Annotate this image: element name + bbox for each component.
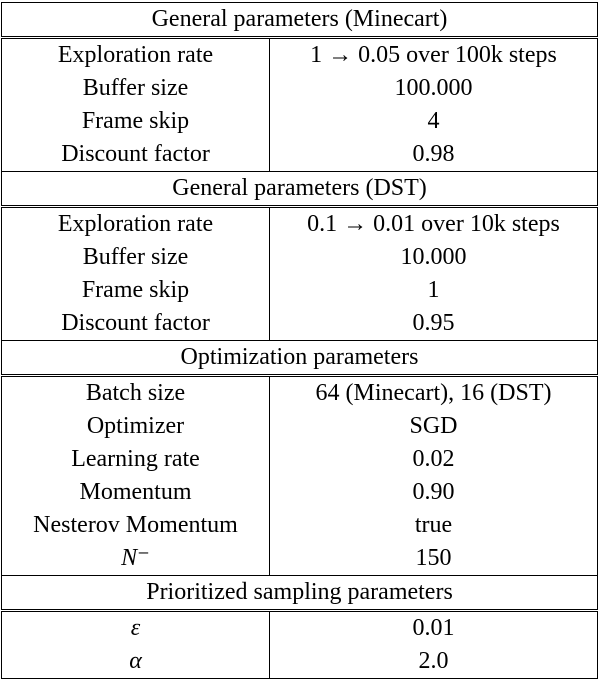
param-name: Exploration rate	[1, 37, 270, 72]
param-name: N⁻	[1, 542, 270, 576]
section-title: General parameters (Minecart)	[0, 2, 598, 39]
param-name: α	[1, 645, 270, 679]
param-name: Discount factor	[1, 307, 270, 341]
param-value: 0.95	[268, 307, 598, 341]
param-name: Buffer size	[1, 72, 270, 105]
section-title: Optimization parameters	[0, 340, 598, 377]
param-value: 0.02	[268, 443, 598, 476]
param-value: 2.0	[268, 645, 598, 679]
param-value: SGD	[268, 410, 598, 443]
table-row: Discount factor 0.98	[1, 138, 598, 172]
table-row: Momentum 0.90	[1, 476, 598, 509]
param-value: 64 (Minecart), 16 (DST)	[268, 375, 598, 410]
param-name: Frame skip	[1, 274, 270, 307]
param-name: Nesterov Momentum	[1, 509, 270, 542]
table-row: Exploration rate 1 → 0.05 over 100k step…	[1, 37, 598, 72]
param-value: 0.01	[268, 610, 598, 645]
section-header-minecart: General parameters (Minecart)	[0, 2, 598, 39]
table-row: Batch size 64 (Minecart), 16 (DST)	[1, 375, 598, 410]
param-name: Momentum	[1, 476, 270, 509]
param-name: ε	[1, 610, 270, 645]
param-name: Batch size	[1, 375, 270, 410]
table-row: Buffer size 10.000	[1, 241, 598, 274]
param-value: 0.90	[268, 476, 598, 509]
param-name: Optimizer	[1, 410, 270, 443]
table-row: α 2.0	[1, 645, 598, 679]
param-name: Buffer size	[1, 241, 270, 274]
section-title: General parameters (DST)	[0, 171, 598, 208]
section-header-dst: General parameters (DST)	[0, 171, 598, 208]
table-row: Learning rate 0.02	[1, 443, 598, 476]
param-name: Exploration rate	[1, 206, 270, 241]
param-value: 10.000	[268, 241, 598, 274]
table-row: Exploration rate 0.1 → 0.01 over 10k ste…	[1, 206, 598, 241]
param-name: Learning rate	[1, 443, 270, 476]
param-value: true	[268, 509, 598, 542]
table-row: Frame skip 4	[1, 105, 598, 138]
param-value: 100.000	[268, 72, 598, 105]
table-row: Optimizer SGD	[1, 410, 598, 443]
param-name: Discount factor	[1, 138, 270, 172]
section-header-optimization: Optimization parameters	[0, 340, 598, 377]
param-value: 0.1 → 0.01 over 10k steps	[268, 206, 598, 241]
param-value: 4	[268, 105, 598, 138]
table-row: Nesterov Momentum true	[1, 509, 598, 542]
section-header-prioritized-sampling: Prioritized sampling parameters	[0, 575, 598, 612]
table-row: Buffer size 100.000	[1, 72, 598, 105]
param-value: 1	[268, 274, 598, 307]
param-value: 0.98	[268, 138, 598, 172]
table-row: ε 0.01	[1, 610, 598, 645]
section-title: Prioritized sampling parameters	[0, 575, 598, 612]
table-row: N⁻ 150	[1, 542, 598, 576]
param-value: 1 → 0.05 over 100k steps	[268, 37, 598, 72]
param-value: 150	[268, 542, 598, 576]
param-name: Frame skip	[1, 105, 270, 138]
table-row: Discount factor 0.95	[1, 307, 598, 341]
table-row: Frame skip 1	[1, 274, 598, 307]
